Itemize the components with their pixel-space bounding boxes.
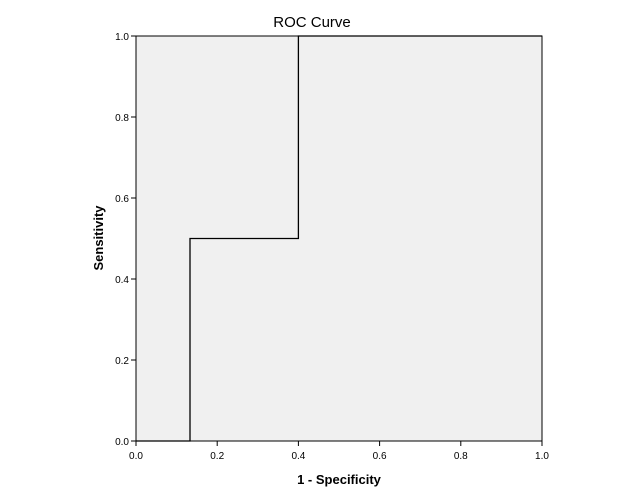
y-tick-label: 0.8 xyxy=(115,113,129,124)
x-tick-label: 0.0 xyxy=(129,451,143,462)
x-tick-label: 0.8 xyxy=(454,451,468,462)
roc-curve-line xyxy=(136,35,542,442)
y-tick-label: 0.4 xyxy=(115,275,129,286)
y-tick-label: 1.0 xyxy=(115,32,129,43)
x-tick-label: 1.0 xyxy=(535,451,549,462)
y-axis-title: Sensitivity xyxy=(91,205,106,271)
x-axis-title: 1 - Specificity xyxy=(297,472,382,487)
y-tick-label: 0.2 xyxy=(115,356,129,367)
y-tick-label: 0.6 xyxy=(115,194,129,205)
x-tick-label: 0.6 xyxy=(373,451,387,462)
x-tick-label: 0.2 xyxy=(210,451,224,462)
x-tick-label: 0.4 xyxy=(291,451,305,462)
x-axis: 0.0 0.2 0.4 0.6 0.8 1.0 xyxy=(129,441,549,462)
y-axis: 0.0 0.2 0.4 0.6 0.8 1.0 xyxy=(115,32,136,448)
chart-title: ROC Curve xyxy=(273,14,351,31)
y-tick-label: 0.0 xyxy=(115,437,129,448)
